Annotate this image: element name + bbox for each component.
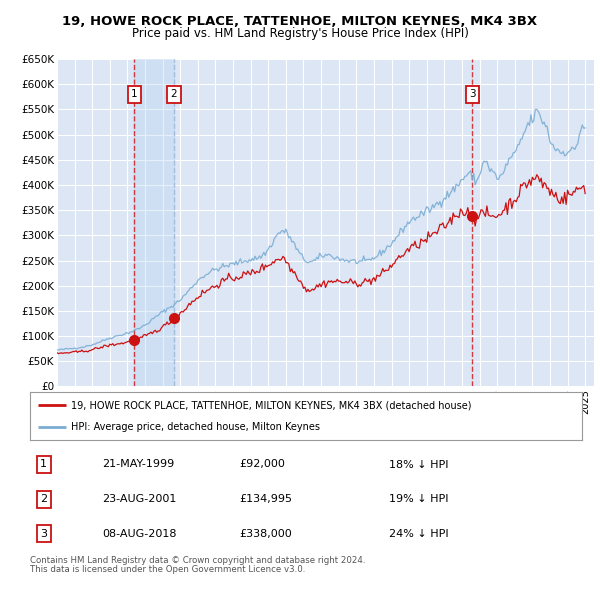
Text: 3: 3: [469, 89, 476, 99]
Text: 1: 1: [40, 460, 47, 470]
Text: 18% ↓ HPI: 18% ↓ HPI: [389, 460, 448, 470]
Bar: [134, 59, 174, 386]
Text: £338,000: £338,000: [240, 529, 293, 539]
Text: £134,995: £134,995: [240, 494, 293, 504]
Text: 19, HOWE ROCK PLACE, TATTENHOE, MILTON KEYNES, MK4 3BX: 19, HOWE ROCK PLACE, TATTENHOE, MILTON K…: [62, 15, 538, 28]
Text: 21-MAY-1999: 21-MAY-1999: [102, 460, 174, 470]
Text: 3: 3: [40, 529, 47, 539]
Text: £92,000: £92,000: [240, 460, 286, 470]
Text: 19, HOWE ROCK PLACE, TATTENHOE, MILTON KEYNES, MK4 3BX (detached house): 19, HOWE ROCK PLACE, TATTENHOE, MILTON K…: [71, 400, 472, 410]
Text: 2: 2: [40, 494, 47, 504]
Text: 23-AUG-2001: 23-AUG-2001: [102, 494, 176, 504]
Text: 19% ↓ HPI: 19% ↓ HPI: [389, 494, 448, 504]
Text: Price paid vs. HM Land Registry's House Price Index (HPI): Price paid vs. HM Land Registry's House …: [131, 27, 469, 40]
Text: This data is licensed under the Open Government Licence v3.0.: This data is licensed under the Open Gov…: [30, 565, 305, 574]
Text: 2: 2: [170, 89, 177, 99]
Text: 1: 1: [131, 89, 137, 99]
Text: 24% ↓ HPI: 24% ↓ HPI: [389, 529, 448, 539]
Text: 08-AUG-2018: 08-AUG-2018: [102, 529, 176, 539]
Text: HPI: Average price, detached house, Milton Keynes: HPI: Average price, detached house, Milt…: [71, 422, 320, 432]
Text: Contains HM Land Registry data © Crown copyright and database right 2024.: Contains HM Land Registry data © Crown c…: [30, 556, 365, 565]
